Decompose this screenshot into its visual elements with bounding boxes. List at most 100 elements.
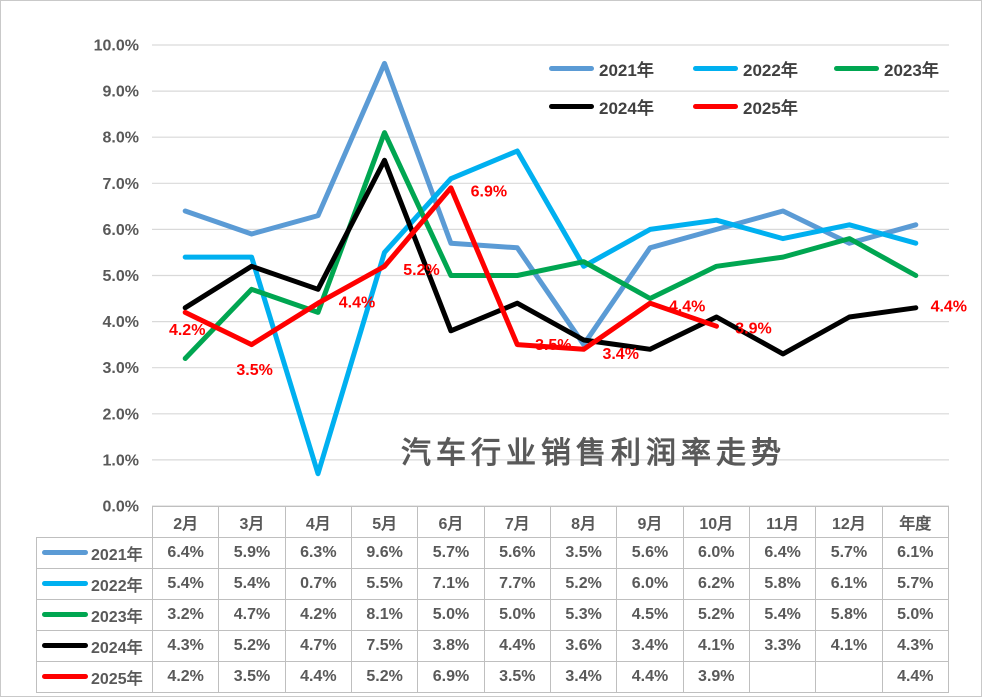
legend-line-swatch-2025: [693, 103, 738, 109]
table-cell: 6.2%: [682, 567, 750, 600]
table-cell: 7.7%: [483, 567, 551, 600]
table-cell: 6.4%: [151, 536, 220, 569]
chart-data-table: 2月 3月 4月 5月 6月 7月 8月 9月 10月 11月 12月 年度 2021年 6.4% 5.9%…: [36, 506, 950, 693]
svg-text:9.0%: 9.0%: [103, 84, 139, 101]
table-col-header: 11月: [748, 506, 817, 538]
table-cell: 3.4%: [549, 660, 618, 693]
table-row-label: 2022年: [91, 577, 143, 595]
table-cell: 3.8%: [417, 629, 485, 662]
svg-text:8.0%: 8.0%: [103, 130, 139, 147]
table-cell: 3.2%: [151, 598, 220, 631]
svg-text:0.0%: 0.0%: [103, 499, 139, 516]
table-row-legend: 2023年: [36, 598, 153, 631]
svg-text:4.2%: 4.2%: [169, 322, 205, 339]
table-cell: 5.2%: [549, 567, 618, 600]
legend-line-swatch-2021: [549, 65, 594, 71]
legend-line-swatch-2022: [693, 65, 738, 71]
table-col-header: 8月: [549, 506, 618, 538]
table-header-row: 2月 3月 4月 5月 6月 7月 8月 9月 10月 11月 12月 年度: [37, 506, 950, 538]
svg-text:5.2%: 5.2%: [403, 262, 439, 279]
table-col-header: 9月: [616, 506, 684, 538]
table-cell: 3.4%: [616, 629, 684, 662]
legend-label-2021: 2021年: [599, 60, 654, 80]
svg-text:3.5%: 3.5%: [535, 337, 571, 354]
table-cell: 4.1%: [682, 629, 750, 662]
table-cell: 5.7%: [417, 536, 485, 569]
table-cell: 5.7%: [815, 536, 883, 569]
table-cell: 6.1%: [815, 567, 883, 600]
table-cell: 6.0%: [616, 567, 684, 600]
table-cell: 5.3%: [549, 598, 618, 631]
legend-label-2024: 2024年: [599, 98, 654, 118]
table-row: 2023年 3.2% 4.7% 4.2% 8.1% 5.0% 5.0% 5.3% 4.5% 5.2…: [36, 598, 950, 631]
svg-text:3.5%: 3.5%: [236, 362, 272, 379]
chart-title: 汽车行业销售利润率走势: [401, 437, 786, 470]
table-cell: 5.7%: [881, 567, 950, 600]
table-col-header: 12月: [815, 506, 883, 538]
line-chart: 0.0% 1.0% 2.0% 3.0% 4.0% 5.0% 6.0% 7.0% 8.0% 9.0%…: [94, 38, 967, 516]
legend-item-2022: 2022年: [693, 58, 798, 80]
table-cell: 4.4%: [881, 660, 950, 693]
table-cell: 7.1%: [417, 567, 485, 600]
svg-text:4.0%: 4.0%: [103, 314, 139, 331]
table-cell: 3.5%: [483, 660, 551, 693]
table-cell: 5.5%: [350, 567, 419, 600]
table-cell: 4.4%: [483, 629, 551, 662]
table-col-header: 4月: [284, 506, 352, 538]
table-cell: 3.9%: [682, 660, 750, 693]
svg-text:4.4%: 4.4%: [669, 299, 705, 316]
table-cell: 6.1%: [881, 536, 950, 569]
table-cell: 4.4%: [284, 660, 352, 693]
table-row-legend: 2025年: [36, 660, 153, 693]
svg-text:6.9%: 6.9%: [471, 183, 507, 200]
table-col-header: 3月: [218, 506, 286, 538]
svg-text:3.9%: 3.9%: [735, 321, 771, 338]
legend-item-2021: 2021年: [549, 58, 654, 80]
table-cell: 3.6%: [549, 629, 618, 662]
table-cell: 6.3%: [284, 536, 352, 569]
table-cell: 4.5%: [616, 598, 684, 631]
table-col-header: 2月: [151, 506, 220, 538]
table-cell: 6.4%: [748, 536, 817, 569]
legend-line-swatch: [42, 643, 88, 648]
legend-line-swatch: [42, 550, 88, 555]
table-cell: 3.3%: [748, 629, 817, 662]
legend-label-2022: 2022年: [743, 60, 798, 80]
svg-text:4.4%: 4.4%: [931, 299, 967, 316]
table-cell: 8.1%: [350, 598, 419, 631]
legend-label-2025: 2025年: [743, 98, 798, 118]
table-cell: 5.8%: [815, 598, 883, 631]
table-col-header: 10月: [682, 506, 750, 538]
table-cell: 4.2%: [284, 598, 352, 631]
table-cell: 9.6%: [350, 536, 419, 569]
table-col-header: 7月: [483, 506, 551, 538]
table-cell: 5.6%: [483, 536, 551, 569]
table-cell: 4.1%: [815, 629, 883, 662]
svg-text:7.0%: 7.0%: [103, 176, 139, 193]
table-cell: 5.0%: [483, 598, 551, 631]
table-cell: [815, 660, 883, 693]
table-cell: 4.7%: [218, 598, 286, 631]
svg-text:3.4%: 3.4%: [602, 346, 638, 363]
legend-line-swatch-2024: [549, 103, 594, 109]
table-cell: 3.5%: [549, 536, 618, 569]
table-cell: 4.3%: [881, 629, 950, 662]
table-col-header: 5月: [350, 506, 419, 538]
table-cell: 4.4%: [616, 660, 684, 693]
legend-line-swatch-2023: [834, 65, 879, 71]
table-cell: 5.4%: [748, 598, 817, 631]
table-row: 2022年 5.4% 5.4% 0.7% 5.5% 7.1% 7.7% 5.2% 6.0% 6.2…: [36, 567, 950, 600]
table-cell: 5.8%: [748, 567, 817, 600]
table-cell: 3.5%: [218, 660, 286, 693]
table-cell: 5.2%: [218, 629, 286, 662]
table-cell: 5.4%: [151, 567, 220, 600]
table-row-label: 2023年: [91, 608, 143, 626]
table-row-label: 2024年: [91, 639, 143, 657]
svg-text:1.0%: 1.0%: [103, 452, 139, 469]
table-corner-cell: [37, 507, 153, 538]
table-cell: 5.6%: [616, 536, 684, 569]
table-cell: 5.2%: [682, 598, 750, 631]
table-cell: 4.7%: [284, 629, 352, 662]
legend-item-2024: 2024年: [549, 96, 654, 118]
